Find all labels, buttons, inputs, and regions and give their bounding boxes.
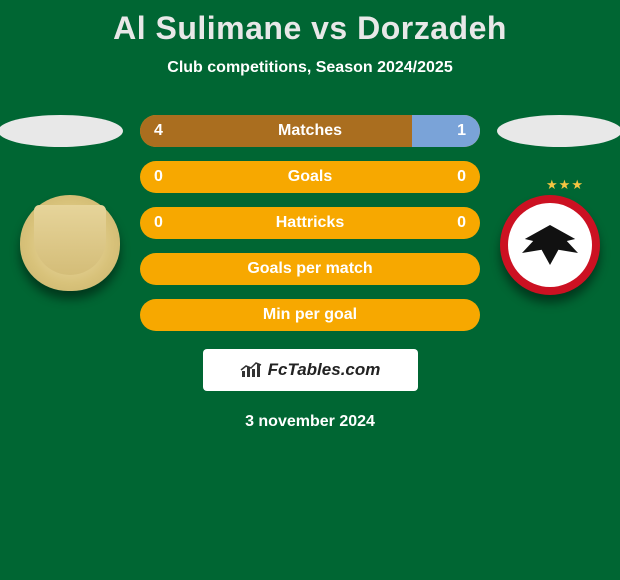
brand-box: FcTables.com <box>203 349 418 391</box>
stat-fill-left <box>140 115 412 147</box>
stat-fill-right <box>412 115 480 147</box>
stat-label: Goals per match <box>247 260 372 278</box>
player-photo-right <box>497 115 620 147</box>
stat-value-left: 4 <box>154 115 163 147</box>
stat-label: Goals <box>288 168 332 186</box>
brand-chart-icon <box>240 361 262 379</box>
stat-value-right: 0 <box>457 207 466 239</box>
stat-value-left: 0 <box>154 207 163 239</box>
subtitle: Club competitions, Season 2024/2025 <box>0 59 620 77</box>
brand-text: FcTables.com <box>268 360 381 380</box>
stat-label: Min per goal <box>263 306 357 324</box>
player-photo-left <box>0 115 123 147</box>
club-badge-left <box>20 195 120 291</box>
stat-label: Matches <box>278 122 342 140</box>
stat-bar-goals: 0 Goals 0 <box>140 161 480 193</box>
comparison-content: ★★★ 4 Matches 1 0 Goals 0 0 Hattricks 0 … <box>0 115 620 431</box>
stat-value-left: 0 <box>154 161 163 193</box>
page-title: Al Sulimane vs Dorzadeh <box>0 0 620 47</box>
date: 3 november 2024 <box>0 413 620 431</box>
stat-value-right: 1 <box>457 115 466 147</box>
stat-bar-min-per-goal: Min per goal <box>140 299 480 331</box>
stat-bars: 4 Matches 1 0 Goals 0 0 Hattricks 0 Goal… <box>140 115 480 331</box>
stat-bar-hattricks: 0 Hattricks 0 <box>140 207 480 239</box>
club-stars-right: ★★★ <box>546 177 584 193</box>
stat-bar-goals-per-match: Goals per match <box>140 253 480 285</box>
stat-bar-matches: 4 Matches 1 <box>140 115 480 147</box>
stat-label: Hattricks <box>276 214 344 232</box>
stat-value-right: 0 <box>457 161 466 193</box>
club-badge-right <box>500 195 600 295</box>
